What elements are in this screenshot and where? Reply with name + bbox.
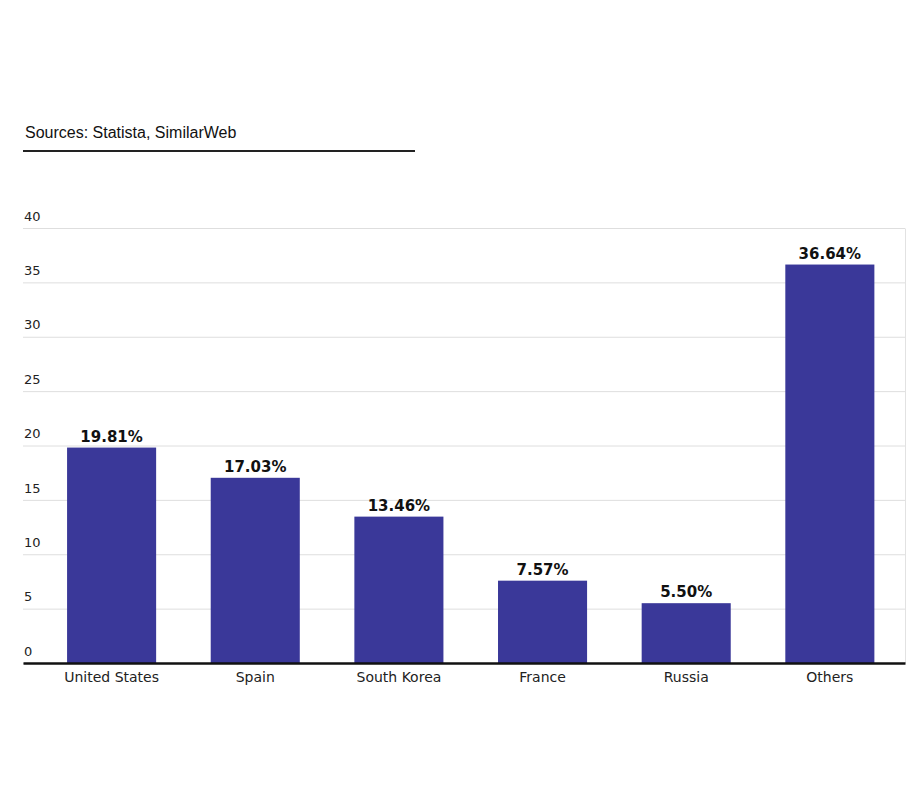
y-axis-line (905, 229, 906, 664)
x-tick: Russia (664, 669, 709, 685)
data-labels: 19.81% 17.03% 13.46% 7.57% 5.50% 36.64% (80, 245, 861, 602)
grid-line (23, 228, 905, 229)
x-tick: Others (806, 669, 853, 685)
bar (498, 581, 587, 663)
x-tick-label: France (519, 669, 566, 685)
y-tick: 25 (23, 372, 905, 392)
bar (211, 478, 300, 663)
y-tick-label: 15 (24, 481, 41, 496)
y-tick-label: 10 (24, 535, 41, 550)
x-tick-label: Others (806, 669, 853, 685)
y-tick-label: 5 (24, 589, 32, 604)
grid-line (23, 282, 905, 283)
subtitle-rule (23, 150, 415, 152)
bar (785, 265, 874, 663)
y-tick-label: 40 (24, 209, 41, 224)
data-label: 19.81% (80, 428, 142, 446)
grid-line (23, 446, 905, 447)
data-label: 5.50% (660, 583, 712, 601)
bar (642, 603, 731, 663)
x-tick: South Korea (356, 669, 441, 685)
y-axis: 0 5 10 15 20 25 30 35 40 (23, 209, 906, 664)
y-tick-label: 25 (24, 372, 41, 387)
x-axis: United States Spain South Korea France Russi… (24, 664, 906, 685)
x-tick-label: Russia (664, 669, 709, 685)
grid-line (23, 663, 905, 664)
grid-line (23, 337, 905, 338)
x-axis-line (24, 662, 906, 665)
y-tick-label: 20 (24, 426, 41, 441)
bar (67, 448, 156, 663)
bar (354, 517, 443, 663)
x-tick: United States (64, 669, 159, 685)
y-tick: 35 (23, 263, 905, 283)
y-tick-label: 30 (24, 317, 41, 332)
x-tick: Spain (236, 669, 275, 685)
chart: Sources: Statista, SimilarWeb 0 5 10 15 20 25 3… (0, 0, 919, 810)
grid-line (23, 391, 905, 392)
y-tick-label: 0 (24, 644, 32, 659)
y-tick: 40 (23, 209, 905, 229)
data-label: 36.64% (799, 245, 861, 263)
y-tick: 30 (23, 317, 905, 337)
bars (67, 265, 874, 663)
x-tick: France (519, 669, 566, 685)
y-tick: 20 (23, 426, 905, 446)
x-tick-label: South Korea (356, 669, 441, 685)
x-tick-label: Spain (236, 669, 275, 685)
x-tick-label: United States (64, 669, 159, 685)
data-label: 17.03% (224, 458, 286, 476)
data-label: 7.57% (517, 561, 569, 579)
data-label: 13.46% (368, 497, 430, 515)
y-tick-label: 35 (24, 263, 41, 278)
subtitle: Sources: Statista, SimilarWeb (25, 124, 236, 141)
